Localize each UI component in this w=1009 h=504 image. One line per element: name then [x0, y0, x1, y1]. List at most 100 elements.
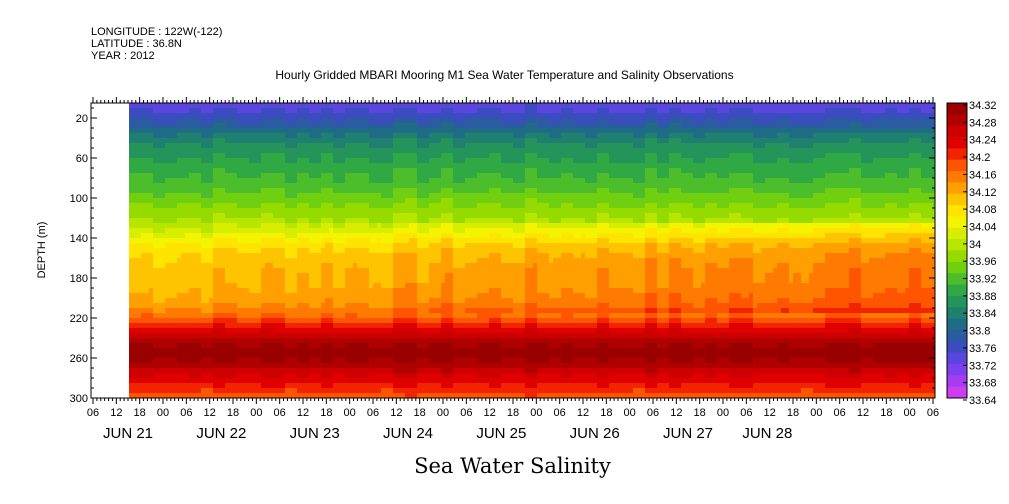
heatmap-cell [393, 113, 398, 119]
heatmap-cell [449, 388, 454, 394]
heatmap-cell [361, 188, 366, 194]
heatmap-cell [309, 268, 314, 274]
heatmap-cell [373, 138, 378, 144]
heatmap-cell [457, 253, 462, 259]
heatmap-cell [273, 143, 278, 149]
heatmap-cell [129, 233, 134, 239]
heatmap-cell [297, 158, 302, 164]
heatmap-cell [277, 163, 282, 169]
heatmap-cell [221, 108, 226, 114]
heatmap-cell [173, 128, 178, 134]
heatmap-cell [405, 333, 410, 339]
heatmap-cell [409, 353, 414, 359]
heatmap-cell [453, 293, 458, 299]
heatmap-cell [309, 188, 314, 194]
heatmap-cell [241, 283, 246, 289]
heatmap-cell [129, 393, 134, 398]
heatmap-cell [345, 223, 350, 229]
heatmap-cell [141, 248, 146, 254]
heatmap-cell [385, 223, 390, 229]
heatmap-cell [221, 283, 226, 289]
heatmap-cell [237, 358, 242, 364]
heatmap-cell [249, 128, 254, 134]
heatmap-cell [313, 288, 318, 294]
heatmap-cell [329, 108, 334, 114]
heatmap-cell [445, 273, 450, 279]
heatmap-cell [441, 278, 446, 284]
heatmap-cell [157, 313, 162, 319]
heatmap-cell [349, 133, 354, 139]
heatmap-cell [429, 253, 434, 259]
heatmap-cell [197, 218, 202, 224]
heatmap-cell [301, 343, 306, 349]
heatmap-cell [401, 213, 406, 219]
heatmap-cell [425, 318, 430, 324]
heatmap-cell [129, 108, 134, 114]
heatmap-cell [377, 378, 382, 384]
heatmap-cell [373, 388, 378, 394]
heatmap-cell [149, 118, 154, 124]
heatmap-cell [429, 123, 434, 129]
heatmap-cell [433, 123, 438, 129]
heatmap-cell [433, 298, 438, 304]
heatmap-cell [301, 263, 306, 269]
heatmap-cell [449, 183, 454, 189]
heatmap-cell [189, 388, 194, 394]
heatmap-cell [321, 178, 326, 184]
heatmap-cell [401, 118, 406, 124]
heatmap-cell [441, 198, 446, 204]
heatmap-cell [453, 183, 458, 189]
heatmap-cell [229, 228, 234, 234]
heatmap-cell [233, 363, 238, 369]
heatmap-cell [245, 393, 250, 398]
heatmap-cell [185, 218, 190, 224]
heatmap-cell [217, 138, 222, 144]
heatmap-cell [197, 138, 202, 144]
heatmap-cell [401, 208, 406, 214]
heatmap-cell [437, 223, 442, 229]
heatmap-cell [137, 338, 142, 344]
heatmap-cell [221, 238, 226, 244]
heatmap-cell [329, 283, 334, 289]
heatmap-cell [185, 358, 190, 364]
heatmap-cell [137, 293, 142, 299]
heatmap-cell [277, 358, 282, 364]
heatmap-cell [177, 358, 182, 364]
heatmap-cell [425, 338, 430, 344]
heatmap-cell [301, 128, 306, 134]
heatmap-cell [317, 123, 322, 129]
heatmap-cell [325, 363, 330, 369]
heatmap-cell [301, 258, 306, 264]
heatmap-cell [325, 288, 330, 294]
heatmap-cell [373, 303, 378, 309]
heatmap-cell [377, 268, 382, 274]
heatmap-cell [421, 218, 426, 224]
heatmap-cell [381, 293, 386, 299]
heatmap-cell [461, 143, 466, 149]
heatmap-cell [377, 338, 382, 344]
heatmap-cell [421, 388, 426, 394]
heatmap-cell [353, 358, 358, 364]
heatmap-cell [441, 158, 446, 164]
heatmap-cell [325, 333, 330, 339]
heatmap-cell [161, 193, 166, 199]
heatmap-cell [185, 163, 190, 169]
heatmap-cell [425, 308, 430, 314]
heatmap-cell [177, 198, 182, 204]
heatmap-cell [165, 308, 170, 314]
heatmap-cell [197, 183, 202, 189]
heatmap-cell [393, 163, 398, 169]
heatmap-cell [437, 338, 442, 344]
heatmap-cell [213, 318, 218, 324]
heatmap-cell [281, 208, 286, 214]
heatmap-cell [461, 218, 466, 224]
heatmap-cell [177, 318, 182, 324]
heatmap-cell [433, 383, 438, 389]
heatmap-cell [305, 183, 310, 189]
heatmap-cell [169, 108, 174, 114]
heatmap-cell [369, 333, 374, 339]
heatmap-cell [249, 148, 254, 154]
heatmap-cell [353, 283, 358, 289]
heatmap-cell [309, 183, 314, 189]
heatmap-cell [265, 303, 270, 309]
